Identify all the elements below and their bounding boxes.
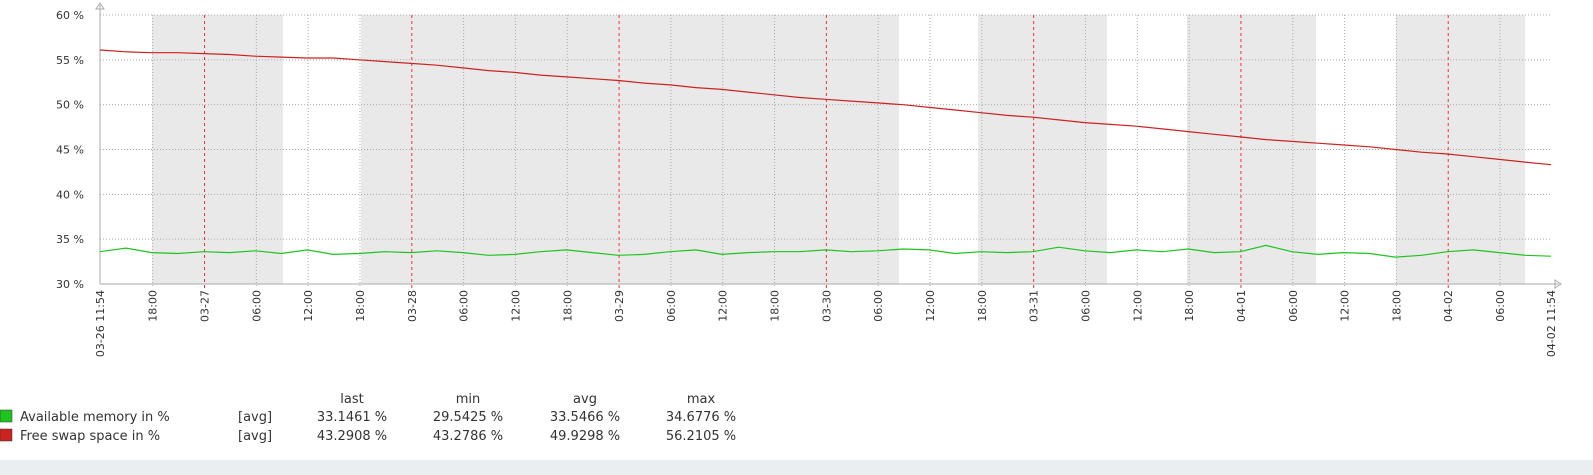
x-tick-label: 03-28 xyxy=(406,290,419,322)
x-tick-label: 18:00 xyxy=(769,290,782,322)
x-tick-label: 12:00 xyxy=(924,290,937,322)
legend-function: [avg] xyxy=(238,429,272,444)
series-line xyxy=(99,244,1552,258)
x-tick-label: 18:00 xyxy=(354,290,367,322)
x-tick-label: 12:00 xyxy=(1339,290,1352,322)
legend-stat: 33.5466 % xyxy=(550,410,620,425)
x-tick-label: 12:00 xyxy=(717,290,730,322)
y-tick-label: 30 % xyxy=(56,278,84,291)
x-tick-label: 12:00 xyxy=(1131,290,1144,322)
y-tick-label: 40 % xyxy=(56,188,84,201)
x-tick-label: 06:00 xyxy=(872,290,885,322)
x-tick-label: 12:00 xyxy=(302,290,315,322)
x-tick-label: 04-02 xyxy=(1442,290,1455,322)
legend-stat: 56.2105 % xyxy=(666,429,736,444)
x-tick-label: 18:00 xyxy=(976,290,989,322)
x-range-label: 03-26 11:54 xyxy=(94,290,107,357)
legend-header: last xyxy=(340,392,363,407)
x-tick-label: 03-30 xyxy=(820,290,833,322)
x-tick-label: 06:00 xyxy=(665,290,678,322)
legend-header: avg xyxy=(573,392,597,407)
x-range-label: 04-02 11:54 xyxy=(1545,290,1558,357)
y-tick-label: 60 % xyxy=(56,9,84,22)
x-tick-label: 06:00 xyxy=(458,290,471,322)
y-tick-label: 45 % xyxy=(56,144,84,157)
y-tick-label: 50 % xyxy=(56,99,84,112)
legend-swatch xyxy=(0,428,13,442)
legend-stat: 29.5425 % xyxy=(433,410,503,425)
x-tick-label: 03-31 xyxy=(1028,290,1041,322)
x-tick-label: 18:00 xyxy=(1183,290,1196,322)
x-tick-label: 06:00 xyxy=(1494,290,1507,322)
x-tick-label: 03-27 xyxy=(199,290,212,322)
footer-bar xyxy=(0,460,1593,475)
y-axis-arrow xyxy=(95,2,105,10)
x-tick-label: 04-01 xyxy=(1235,290,1248,322)
series-line xyxy=(99,49,1552,166)
legend-name: Free swap space in % xyxy=(20,429,160,444)
legend-stat: 34.6776 % xyxy=(666,410,736,425)
legend-header: max xyxy=(687,392,716,407)
x-tick-label: 06:00 xyxy=(1079,290,1092,322)
x-tick-label: 06:00 xyxy=(250,290,263,322)
y-tick-label: 55 % xyxy=(56,54,84,67)
legend-name: Available memory in % xyxy=(20,410,170,425)
x-tick-label: 18:00 xyxy=(147,290,160,322)
legend-stat: 43.2908 % xyxy=(317,429,387,444)
legend-function: [avg] xyxy=(238,410,272,425)
x-axis-arrow xyxy=(1554,279,1562,289)
x-tick-label: 03-29 xyxy=(613,290,626,322)
legend-header: min xyxy=(456,392,481,407)
legend-stat: 49.9298 % xyxy=(550,429,620,444)
y-tick-label: 35 % xyxy=(56,233,84,246)
legend-stat: 33.1461 % xyxy=(317,410,387,425)
x-tick-label: 06:00 xyxy=(1287,290,1300,322)
legend-swatch xyxy=(0,409,13,423)
x-tick-label: 12:00 xyxy=(509,290,522,322)
legend-stat: 43.2786 % xyxy=(433,429,503,444)
x-tick-label: 18:00 xyxy=(1390,290,1403,322)
x-tick-label: 18:00 xyxy=(561,290,574,322)
